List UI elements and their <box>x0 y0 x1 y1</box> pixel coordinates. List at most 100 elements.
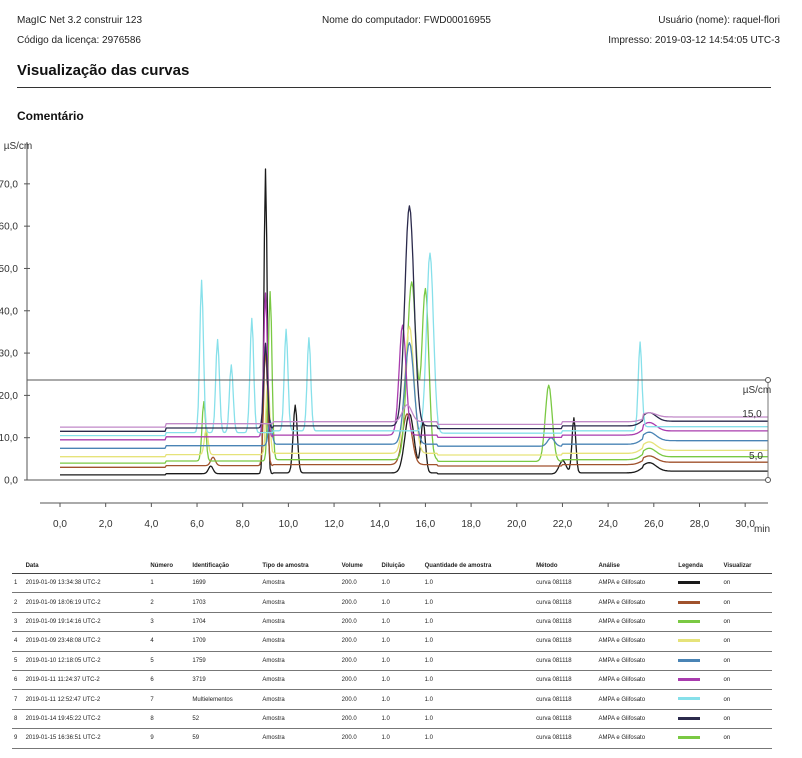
table-cell: curva 081118 <box>534 689 597 710</box>
table-cell: AMPA e Glifosato <box>596 689 677 710</box>
x-tick-label: 30,0 <box>735 519 755 530</box>
table-cell: curva 081118 <box>534 670 597 691</box>
page-title: Visualização das curvas <box>17 62 190 79</box>
y-tick-label: 50,0 <box>0 264 18 275</box>
table-header-cell: Método <box>534 558 597 574</box>
table-cell: on <box>721 631 772 652</box>
x-tick-label: 26,0 <box>644 519 664 530</box>
license-code: Código da licença: 2976586 <box>17 35 141 46</box>
table-cell: 2019-01-10 12:18:05 UTC-2 <box>23 651 149 671</box>
legend-swatch <box>678 678 701 682</box>
table-cell: 1709 <box>190 631 261 652</box>
table-cell: on <box>721 573 772 594</box>
x-tick-label: 24,0 <box>598 519 618 530</box>
table-cell: 1.0 <box>379 728 423 749</box>
table-cell: 200.0 <box>339 651 380 671</box>
table-header-cell: Identificação <box>190 558 261 574</box>
table-cell: 59 <box>190 728 261 749</box>
x-tick-label: 28,0 <box>690 519 710 530</box>
table-row: 8 2019-01-14 19:45:22 UTC-2 8 52 Amostra 200.… <box>12 709 772 730</box>
y-tick-label: 10,0 <box>0 433 18 444</box>
series-line-8 <box>60 205 768 432</box>
table-cell: 1.0 <box>379 631 423 652</box>
table-cell: curva 081118 <box>534 651 597 671</box>
table-cell: on <box>721 592 772 613</box>
table-cell: AMPA e Glifosato <box>596 709 677 730</box>
table-cell: 1 <box>12 573 24 594</box>
table-cell: AMPA e Glifosato <box>596 573 677 594</box>
table-cell: 2 <box>148 592 191 613</box>
series-line-9 <box>60 404 768 428</box>
table-cell: 1.0 <box>379 612 423 633</box>
table-row: 6 2019-01-11 11:24:37 UTC-2 6 3719 Amostra 20… <box>12 670 772 691</box>
legend-swatch <box>678 639 701 643</box>
table-cell: 2019-01-15 16:36:51 UTC-2 <box>23 728 149 749</box>
table-cell: 4 <box>12 631 24 652</box>
table-cell: 1.0 <box>379 592 423 613</box>
table-cell: Amostra <box>260 728 340 749</box>
table-cell: 9 <box>148 728 191 749</box>
secondary-tick-label: 5,0 <box>749 451 763 462</box>
table-header-cell: Volume <box>339 558 380 574</box>
table-header-cell: Análise <box>596 558 677 574</box>
table-cell: 1.0 <box>422 631 535 652</box>
table-cell: 5 <box>12 651 24 671</box>
legend-swatch <box>678 697 701 701</box>
legend-cell <box>676 612 722 633</box>
table-cell: 2 <box>12 592 24 613</box>
legend-cell <box>676 631 722 652</box>
x-tick-label: 8,0 <box>236 519 250 530</box>
legend-cell <box>676 670 722 691</box>
table-cell: 200.0 <box>339 612 380 633</box>
comment-label: Comentário <box>17 109 84 123</box>
table-cell: Multielementos <box>190 689 261 710</box>
x-tick-label: 12,0 <box>324 519 344 530</box>
secondary-axis-label: µS/cm <box>743 385 772 396</box>
table-cell: AMPA e Glifosato <box>596 670 677 691</box>
y-tick-label: 30,0 <box>0 349 18 360</box>
series-line-2 <box>60 346 768 468</box>
series-line-1 <box>60 168 768 476</box>
table-cell: AMPA e Glifosato <box>596 631 677 652</box>
table-cell: 1704 <box>190 612 261 633</box>
table-cell: Amostra <box>260 709 340 730</box>
table-cell: 1.0 <box>422 592 535 613</box>
x-tick-label: 14,0 <box>370 519 390 530</box>
user-name: Usuário (nome): raquel-flori <box>658 15 780 26</box>
table-header-row: Data Número Identificação Tipo de amostra Vo… <box>12 558 772 574</box>
legend-cell <box>676 573 722 594</box>
table-cell: 52 <box>190 709 261 730</box>
table-cell: 200.0 <box>339 709 380 730</box>
printed-timestamp: Impresso: 2019-03-12 14:54:05 UTC-3 <box>608 35 780 46</box>
table-cell: 6 <box>12 670 24 691</box>
table-cell: AMPA e Glifosato <box>596 612 677 633</box>
table-header-cell: Diluição <box>379 558 423 574</box>
x-tick-label: 0,0 <box>53 519 67 530</box>
table-cell: 1.0 <box>422 670 535 691</box>
table-cell: Amostra <box>260 573 340 594</box>
x-tick-label: 22,0 <box>553 519 573 530</box>
series-line-6 <box>60 292 768 441</box>
table-cell: Amostra <box>260 670 340 691</box>
table-cell: 1.0 <box>379 573 423 594</box>
table-cell: AMPA e Glifosato <box>596 592 677 613</box>
y-tick-label: 40,0 <box>0 306 18 317</box>
overlay-handle-bottom <box>765 477 771 483</box>
series-line-5 <box>60 342 768 449</box>
table-cell: 1.0 <box>422 612 535 633</box>
table-cell: Amostra <box>260 689 340 710</box>
table-header-cell: Legenda <box>676 558 722 574</box>
table-row: 4 2019-01-09 23:48:08 UTC-2 4 1709 Amostra 20… <box>12 631 772 652</box>
table-cell: 3719 <box>190 670 261 691</box>
y-tick-label: 20,0 <box>0 391 18 402</box>
legend-cell <box>676 689 722 710</box>
legend-swatch <box>678 600 701 604</box>
table-cell: 200.0 <box>339 592 380 613</box>
table-header-cell: Quantidade de amostra <box>422 558 535 574</box>
y-tick-label: 60,0 <box>0 222 18 233</box>
table-cell: 1.0 <box>379 651 423 671</box>
secondary-tick-label: 15,0 <box>742 409 762 420</box>
table-cell: 1.0 <box>422 651 535 671</box>
x-tick-label: 4,0 <box>144 519 158 530</box>
table-cell: 8 <box>148 709 191 730</box>
